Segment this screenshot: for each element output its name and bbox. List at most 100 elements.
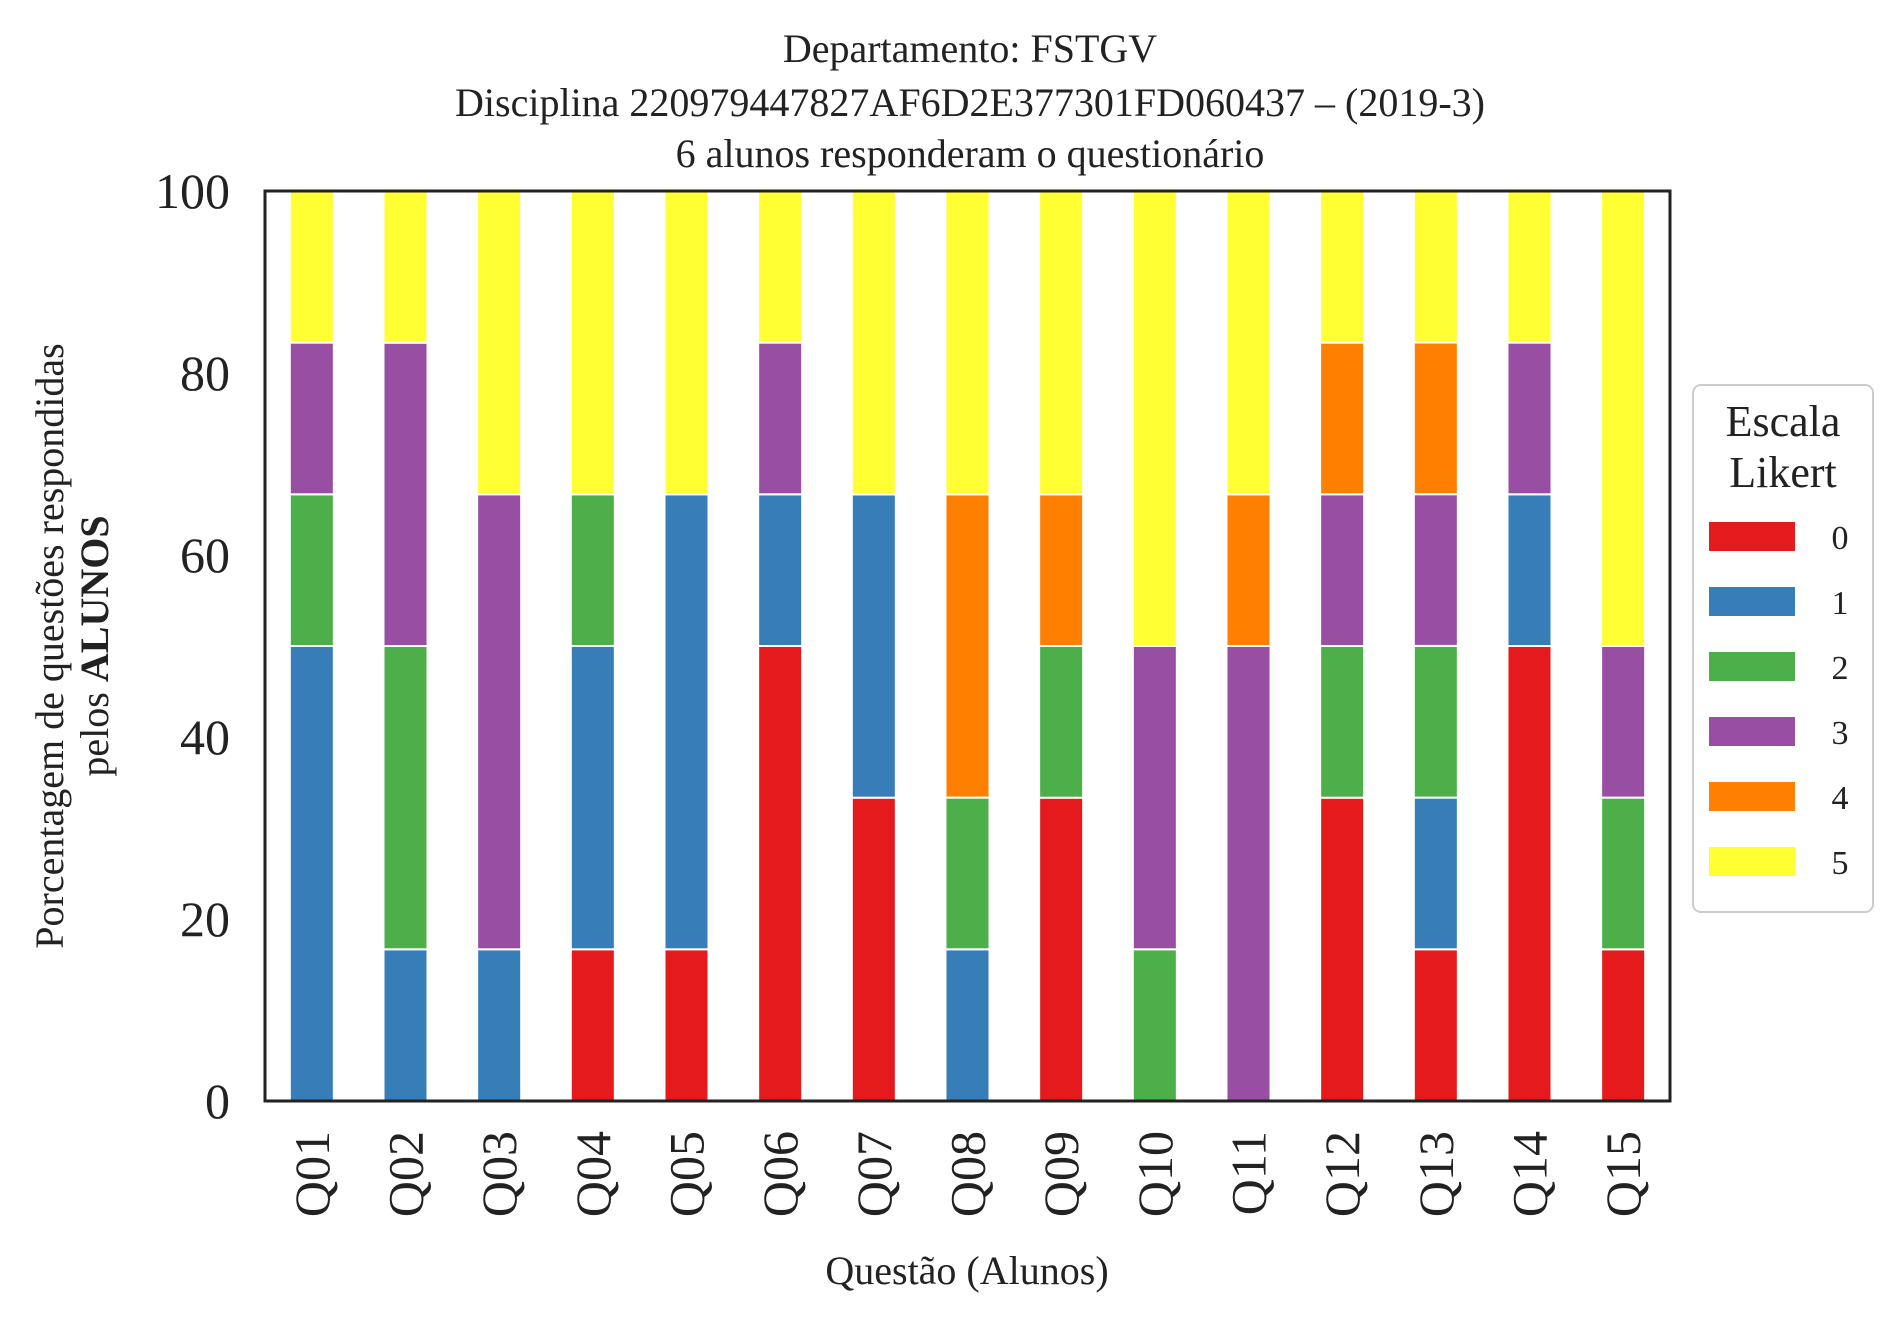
- bar-q01-scale-1: [288, 645, 335, 1102]
- bar-q01-scale-5: [288, 189, 335, 344]
- bar-q13-scale-5: [1412, 189, 1459, 344]
- bar-q13-scale-3: [1412, 493, 1459, 647]
- chart-title-line-1: Departamento: FSTGV: [783, 26, 1157, 71]
- bar-q12-scale-3: [1319, 493, 1366, 647]
- bar-q04-scale-5: [569, 190, 616, 496]
- bar-q14-scale-5: [1506, 189, 1553, 344]
- legend-label-1: 1: [1832, 585, 1849, 622]
- bar-q13-scale-0: [1412, 948, 1459, 1102]
- bar-q09-scale-0: [1038, 796, 1085, 1102]
- bar-q13-scale-1: [1412, 796, 1459, 951]
- x-tick-label-q15: Q15: [1595, 1131, 1651, 1217]
- bar-q07-scale-0: [850, 796, 897, 1102]
- x-tick-label-q11: Q11: [1221, 1131, 1277, 1215]
- x-axis-label: Questão (Alunos): [825, 1248, 1108, 1293]
- bar-q08-scale-2: [944, 796, 991, 951]
- bar-q12-scale-2: [1319, 645, 1366, 799]
- bar-q11-scale-5: [1225, 190, 1272, 496]
- legend-items: 0 1 2 3 4 5: [1709, 520, 1849, 882]
- legend-title-line-1: Escala: [1726, 397, 1841, 446]
- bar-q04-scale-0: [569, 948, 616, 1102]
- bar-q09-scale-4: [1038, 493, 1085, 647]
- bar-q01-scale-2: [288, 493, 335, 647]
- bar-q11-scale-3: [1225, 645, 1272, 1102]
- y-tick-label: 60: [180, 527, 230, 583]
- x-tick-label-q05: Q05: [659, 1131, 715, 1217]
- bars-group: [288, 189, 1647, 1102]
- legend-label-3: 3: [1832, 715, 1849, 752]
- x-tick-label-q06: Q06: [752, 1131, 808, 1217]
- legend-swatch-5: [1709, 847, 1795, 876]
- x-ticks-group: Q01 Q02 Q03 Q04 Q05 Q06 Q07 Q08 Q09 Q10 Q11 Q12 Q13 Q…: [284, 1131, 1651, 1217]
- x-tick-label-q09: Q09: [1033, 1131, 1089, 1217]
- y-tick-label: 0: [205, 1073, 230, 1129]
- bar-q10-scale-3: [1131, 645, 1178, 951]
- bar-q13-scale-4: [1412, 341, 1459, 496]
- y-ticks-group: 0 20 40 60 80 100: [155, 163, 230, 1129]
- bar-q03-scale-1: [476, 948, 523, 1102]
- bar-q08-scale-1: [944, 948, 991, 1102]
- legend: Escala Likert 0 1 2 3 4 5: [1692, 384, 1874, 913]
- legend-label-5: 5: [1832, 845, 1849, 882]
- legend-label-2: 2: [1832, 650, 1849, 687]
- bar-q09-scale-5: [1038, 190, 1085, 496]
- bar-q14-scale-0: [1506, 645, 1553, 1102]
- legend-swatch-4: [1709, 782, 1795, 811]
- bar-q06-scale-0: [757, 645, 804, 1102]
- x-tick-label-q14: Q14: [1502, 1131, 1558, 1217]
- legend-frame: [1692, 384, 1874, 913]
- bar-q15-scale-3: [1600, 644, 1647, 799]
- legend-swatch-2: [1709, 652, 1795, 681]
- y-axis-label-bold: ALUNOS: [72, 515, 117, 682]
- bar-q14-scale-3: [1506, 341, 1553, 496]
- bar-q07-scale-5: [850, 190, 897, 496]
- y-tick-label: 20: [180, 891, 230, 947]
- y-axis-label-prefix: pelos: [72, 682, 117, 776]
- bar-q07-scale-1: [850, 493, 897, 799]
- bar-q12-scale-5: [1319, 189, 1366, 344]
- legend-label-0: 0: [1832, 520, 1849, 557]
- bar-q02-scale-2: [382, 645, 429, 951]
- y-axis-label-line-1: Porcentagem de questões respondidas: [27, 343, 72, 948]
- bar-q10-scale-2: [1131, 948, 1178, 1102]
- x-tick-label-q03: Q03: [471, 1131, 527, 1217]
- bar-q14-scale-1: [1506, 493, 1553, 647]
- bar-q13-scale-2: [1412, 644, 1459, 799]
- legend-swatch-0: [1709, 522, 1795, 551]
- bar-q04-scale-1: [569, 645, 616, 951]
- y-axis-label-line-2: pelos ALUNOS: [72, 515, 117, 776]
- y-tick-label: 100: [155, 163, 230, 219]
- y-tick-label: 40: [180, 709, 230, 765]
- bar-q15-scale-2: [1600, 796, 1647, 951]
- bar-q08-scale-4: [944, 493, 991, 799]
- bar-q10-scale-5: [1131, 190, 1178, 647]
- chart-title-line-3: 6 alunos responderam o questionário: [676, 131, 1265, 176]
- bar-q06-scale-3: [757, 341, 804, 496]
- bar-q09-scale-2: [1038, 645, 1085, 799]
- bar-q05-scale-5: [663, 190, 710, 496]
- bar-q04-scale-2: [569, 493, 616, 647]
- legend-title-line-2: Likert: [1729, 448, 1837, 497]
- bar-q05-scale-1: [663, 493, 710, 951]
- bar-q12-scale-0: [1319, 796, 1366, 1102]
- x-tick-label-q08: Q08: [940, 1131, 996, 1217]
- bar-q06-scale-1: [757, 493, 804, 647]
- x-tick-label-q13: Q13: [1408, 1131, 1464, 1217]
- bar-q01-scale-3: [288, 341, 335, 496]
- legend-label-4: 4: [1832, 780, 1849, 817]
- x-tick-label-q04: Q04: [565, 1131, 621, 1217]
- bar-q02-scale-5: [382, 190, 429, 344]
- chart-title-line-2: Disciplina 220979447827AF6D2E377301FD060…: [455, 80, 1485, 125]
- bar-q12-scale-4: [1319, 341, 1366, 496]
- bar-q05-scale-0: [663, 948, 710, 1102]
- legend-swatch-3: [1709, 717, 1795, 746]
- bar-q15-scale-5: [1600, 189, 1647, 647]
- bar-q02-scale-1: [382, 948, 429, 1102]
- bar-q08-scale-5: [944, 190, 991, 496]
- x-tick-label-q01: Q01: [284, 1131, 340, 1217]
- bar-q03-scale-3: [476, 493, 523, 951]
- bar-q11-scale-4: [1225, 493, 1272, 647]
- bar-q15-scale-0: [1600, 948, 1647, 1102]
